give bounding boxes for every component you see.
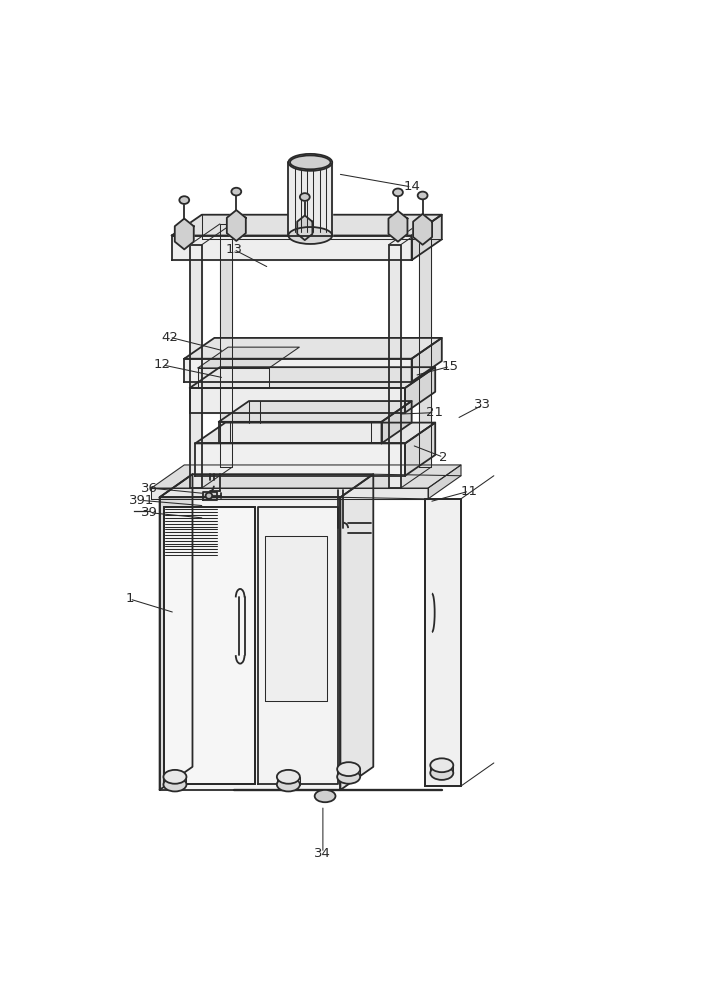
Text: 34: 34 <box>315 847 332 860</box>
Polygon shape <box>185 359 411 382</box>
Text: 13: 13 <box>225 243 242 256</box>
Polygon shape <box>411 338 442 382</box>
Ellipse shape <box>431 766 453 780</box>
Ellipse shape <box>431 758 453 772</box>
Polygon shape <box>189 367 436 388</box>
Ellipse shape <box>163 778 187 791</box>
Polygon shape <box>195 423 436 443</box>
Text: 2: 2 <box>439 451 448 464</box>
Text: 14: 14 <box>403 180 420 193</box>
Polygon shape <box>189 388 405 413</box>
Polygon shape <box>411 215 442 260</box>
Polygon shape <box>265 536 327 701</box>
Text: 42: 42 <box>161 331 178 344</box>
Polygon shape <box>160 497 341 790</box>
Ellipse shape <box>163 770 187 784</box>
Polygon shape <box>405 423 436 476</box>
Polygon shape <box>185 338 442 359</box>
Polygon shape <box>160 474 192 790</box>
Polygon shape <box>382 401 411 443</box>
Polygon shape <box>218 401 411 422</box>
Ellipse shape <box>277 778 300 791</box>
Polygon shape <box>428 465 461 499</box>
Text: 21: 21 <box>426 406 443 419</box>
Polygon shape <box>198 368 269 388</box>
Ellipse shape <box>277 770 300 784</box>
Polygon shape <box>426 499 461 786</box>
Polygon shape <box>218 422 382 443</box>
Polygon shape <box>160 474 373 497</box>
Text: 12: 12 <box>154 358 171 371</box>
Text: 39: 39 <box>141 506 158 519</box>
Polygon shape <box>297 215 312 240</box>
Polygon shape <box>389 245 401 488</box>
Polygon shape <box>388 211 407 242</box>
Text: 11: 11 <box>461 485 478 498</box>
Polygon shape <box>175 219 194 249</box>
Polygon shape <box>419 224 431 467</box>
Polygon shape <box>204 492 217 500</box>
Ellipse shape <box>393 189 403 196</box>
Polygon shape <box>258 507 338 784</box>
Text: 15: 15 <box>441 360 459 373</box>
Polygon shape <box>220 224 232 467</box>
Polygon shape <box>151 465 461 488</box>
Ellipse shape <box>231 188 241 195</box>
Ellipse shape <box>288 154 332 171</box>
Polygon shape <box>198 347 299 368</box>
Ellipse shape <box>180 196 189 204</box>
Ellipse shape <box>300 193 310 201</box>
Ellipse shape <box>206 493 212 499</box>
Polygon shape <box>413 214 432 245</box>
Polygon shape <box>189 245 201 488</box>
Polygon shape <box>195 443 405 476</box>
Ellipse shape <box>315 790 336 802</box>
Polygon shape <box>172 215 442 235</box>
Ellipse shape <box>288 227 332 244</box>
Polygon shape <box>227 210 246 241</box>
Polygon shape <box>288 162 332 235</box>
Ellipse shape <box>418 192 428 199</box>
Polygon shape <box>164 507 255 784</box>
Text: 1: 1 <box>125 592 134 605</box>
Ellipse shape <box>337 770 360 784</box>
Text: 33: 33 <box>474 398 491 411</box>
Polygon shape <box>172 235 411 260</box>
Text: 36: 36 <box>141 482 158 495</box>
Text: 391: 391 <box>129 494 154 507</box>
Ellipse shape <box>337 762 360 776</box>
Polygon shape <box>341 474 373 790</box>
Polygon shape <box>405 367 436 413</box>
Polygon shape <box>151 488 428 499</box>
